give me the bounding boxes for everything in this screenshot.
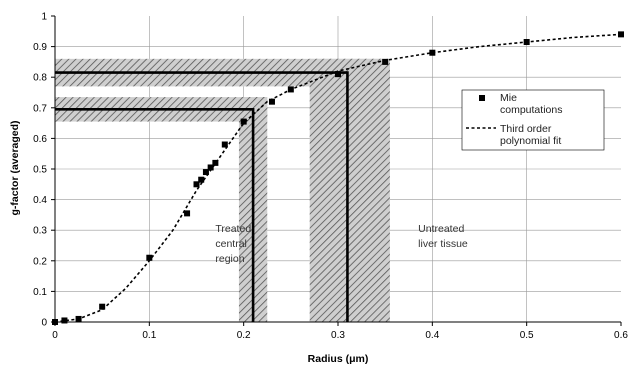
x-tick-label: 0.2 <box>237 330 251 341</box>
legend-label-fit-line-1: Third order <box>500 123 552 135</box>
region-annotations: Treated central region Untreated liver tissu… <box>215 223 468 265</box>
y-tick-label: 0.7 <box>33 103 47 114</box>
y-tick-label: 0.4 <box>33 195 47 206</box>
y-tick-label: 0.6 <box>33 134 47 145</box>
legend-marker-square <box>479 95 485 101</box>
y-tick-label: 0 <box>41 318 47 329</box>
y-tick-label: 0.9 <box>33 42 47 53</box>
region-band-vertical-untreated <box>309 58 390 323</box>
legend: Mie computations Third order polynomial … <box>461 89 605 151</box>
fit-layer <box>54 33 622 323</box>
y-tick-label: 1 <box>41 12 47 23</box>
series-polynomial-fit <box>54 33 622 323</box>
data-point-mie <box>335 71 341 78</box>
region-center-line-untreated <box>55 71 349 322</box>
y-tick-label: 0.2 <box>33 256 47 267</box>
data-point-mie <box>193 181 200 188</box>
data-point-mie <box>75 315 82 322</box>
region-label-treated: central <box>215 238 247 250</box>
data-point-mie <box>287 86 294 93</box>
data-point-mie <box>198 176 205 183</box>
data-point-mie <box>268 98 275 105</box>
y-tick-label: 0.8 <box>33 73 47 84</box>
data-point-mie <box>146 254 153 261</box>
legend-label-mie-line-1: Mie <box>500 92 517 104</box>
y-tick-label: 0.3 <box>33 226 47 237</box>
legend-label-fit-line-2: polynomial fit <box>500 135 561 147</box>
region-center-line-treated <box>55 108 255 322</box>
axes <box>51 15 622 326</box>
tick-labels: 0 0.1 0.2 0.3 0.4 0.5 0.6 0.7 0.8 0.9 1 0 0.1 0.2 0.3 0… <box>33 12 628 342</box>
x-tick-label: 0.4 <box>425 330 439 341</box>
y-tick-label: 0.1 <box>33 287 47 298</box>
region-label-treated: region <box>215 253 244 265</box>
x-axis-title: Radius (μm) <box>308 353 369 365</box>
x-tick-label: 0.5 <box>520 330 534 341</box>
y-axis-title: g-factor (averaged) <box>9 120 21 215</box>
data-point-mie <box>202 169 209 176</box>
region-bands <box>55 58 390 323</box>
data-point-mie <box>240 118 247 125</box>
legend-box <box>461 89 605 151</box>
x-tick-label: 0.3 <box>331 330 345 341</box>
legend-label-mie-line-2: computations <box>500 104 562 116</box>
region-label-untreated: Untreated <box>418 223 464 235</box>
region-label-untreated: liver tissue <box>418 238 468 250</box>
data-point-mie <box>618 31 624 38</box>
x-tick-label: 0.6 <box>614 330 628 341</box>
region-label-treated: Treated <box>215 223 251 235</box>
data-point-mie <box>184 210 191 217</box>
data-point-mie <box>429 49 436 56</box>
data-point-mie <box>61 317 68 324</box>
x-tick-label: 0.1 <box>142 330 156 341</box>
data-point-mie <box>221 141 228 148</box>
data-point-mie <box>382 58 389 65</box>
x-tick-label: 0 <box>52 330 58 341</box>
data-point-mie <box>207 164 214 171</box>
y-tick-label: 0.5 <box>33 165 47 176</box>
data-point-mie <box>99 303 106 310</box>
data-point-mie <box>212 159 219 166</box>
data-point-mie <box>523 39 530 46</box>
